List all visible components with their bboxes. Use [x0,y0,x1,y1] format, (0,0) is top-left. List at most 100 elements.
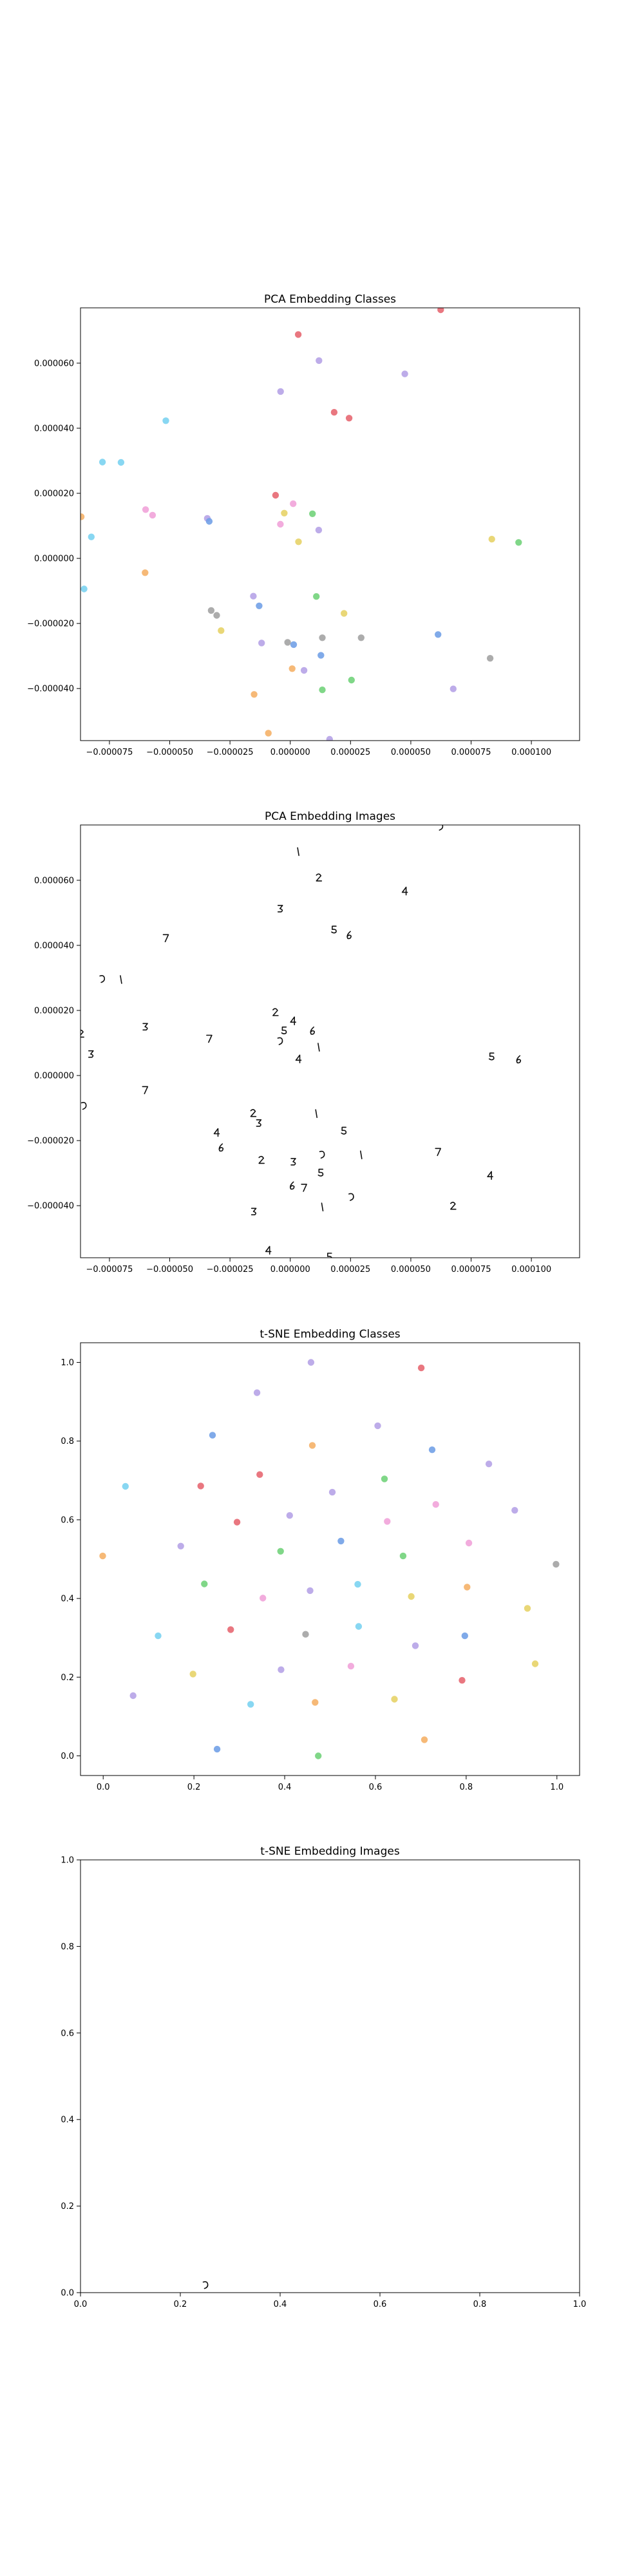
digit-thumbnail [250,1109,257,1117]
digit-thumbnail [80,1029,84,1038]
digit-thumbnail [301,1184,307,1192]
x-tick-label: −0.000025 [207,748,254,757]
scatter-point [355,1623,363,1630]
scatter-point [294,331,302,338]
digit-thumbnail [435,1148,442,1157]
digit-thumbnail [290,1016,297,1025]
digit-thumbnail [258,1155,265,1164]
scatter-point [307,1587,314,1595]
scatter-point [319,687,326,694]
scatter-point [309,510,316,517]
scatter-point [117,459,125,466]
scatter-point [197,1482,204,1490]
scatter-point [149,511,156,519]
plot-frame [80,824,580,1258]
scatter-point [256,1471,263,1478]
scatter-point [391,1696,398,1703]
chart-2: PCA Embedding Images−0.000075 −0.000050 −0… [27,810,580,1274]
y-tick-label: 0.000020 [34,489,74,499]
scatter-point [213,1745,221,1753]
scatter-point [256,602,263,609]
scatter-point [227,1626,234,1633]
x-tick-label: 0.000075 [451,1265,491,1274]
scatter-point [295,538,302,545]
y-tick-label: −0.000020 [27,620,74,629]
scatter-point [421,1736,428,1743]
digit-thumbnail [290,1158,296,1166]
x-tick-label: 0.000100 [511,1265,551,1274]
digit-thumbnail [277,905,283,913]
digit-thumbnail [327,1253,332,1258]
scatter-point [348,676,355,684]
scatter-point [300,667,308,674]
digit-thumbnail [401,886,408,896]
y-tick-label: 0.4 [61,1595,74,1604]
scatter-point [247,1701,254,1708]
scatter-point [531,1660,539,1667]
y-tick-label: 0.4 [61,2116,74,2125]
scatter-point [326,735,333,741]
digit-thumbnail [310,1027,316,1035]
scatter-point [253,1389,261,1396]
scatter-point [129,1692,137,1700]
scatter-point [277,520,284,528]
scatter-point [258,639,265,647]
x-tick-label: 0.000050 [391,1265,431,1274]
digit-thumbnail [120,975,122,984]
digit-thumbnail [142,1086,149,1095]
scatter-point [317,652,325,659]
scatter-point [357,634,365,641]
scatter-point [312,1699,319,1706]
y-axis: −0.000040 −0.000020 0.000000 0.000020 0.0000… [27,359,80,694]
plot-frame [80,1342,580,1776]
scatter-point [284,639,291,646]
scatter-point [251,691,258,698]
x-tick-label: 0.000075 [451,748,491,757]
y-tick-label: −0.000040 [27,685,74,694]
digit-thumbnail [88,1050,94,1058]
scatter-point [515,539,522,546]
x-tick-label: −0.000075 [86,748,133,757]
y-tick-label: 0.000000 [34,554,74,564]
scatter-point [374,1422,381,1430]
digit-thumbnail [272,1008,279,1016]
digit-thumbnail [346,931,352,940]
x-tick-label: 0.000050 [391,748,431,757]
scatter-point [315,526,323,534]
scatter-point [347,1663,355,1670]
x-axis: 0.0 0.2 0.4 0.6 0.8 1.0 [74,2293,586,2309]
scatter-point [162,417,169,424]
digit-thumbnail [516,1055,522,1064]
y-tick-label: 0.8 [61,1942,74,1952]
scatter-point [277,388,284,395]
y-tick-label: 0.000040 [34,941,74,951]
scatter-point [401,370,408,377]
scatter-point [384,1518,391,1525]
x-axis: −0.000075 −0.000050 −0.000025 0.000000 0.000… [86,1258,551,1274]
scatter-point [233,1519,241,1526]
scatter-point [88,533,95,540]
scatter-point [265,730,272,737]
x-tick-label: 0.6 [374,2300,387,2309]
y-tick-label: 0.000000 [34,1072,74,1081]
x-tick-label: 0.4 [274,2300,287,2309]
y-tick-label: 0.8 [61,1437,74,1446]
x-tick-label: 0.2 [187,1783,201,1792]
scatter-point [345,415,353,422]
x-tick-label: 0.8 [460,1783,473,1792]
digit-thumbnail [316,873,323,882]
x-tick-label: 0.0 [97,1783,110,1792]
scatter-point [488,536,495,543]
digit-thumbnail [439,825,444,831]
scatter-point [417,1364,425,1372]
y-tick-label: 0.000040 [34,424,74,433]
x-tick-label: 0.8 [473,2300,487,2309]
scatter-point [218,627,225,634]
y-tick-label: 0.2 [61,1673,74,1683]
scatter-point [278,1666,285,1673]
chart-4: t-SNE Embedding Images 0.0 0.2 0.4 0.6 0.8 1.0… [61,1845,586,2309]
y-tick-label: −0.000040 [27,1202,74,1211]
scatter-point [189,1671,196,1678]
x-tick-label: 0.2 [174,2300,187,2309]
digit-thumbnail [289,1181,295,1190]
